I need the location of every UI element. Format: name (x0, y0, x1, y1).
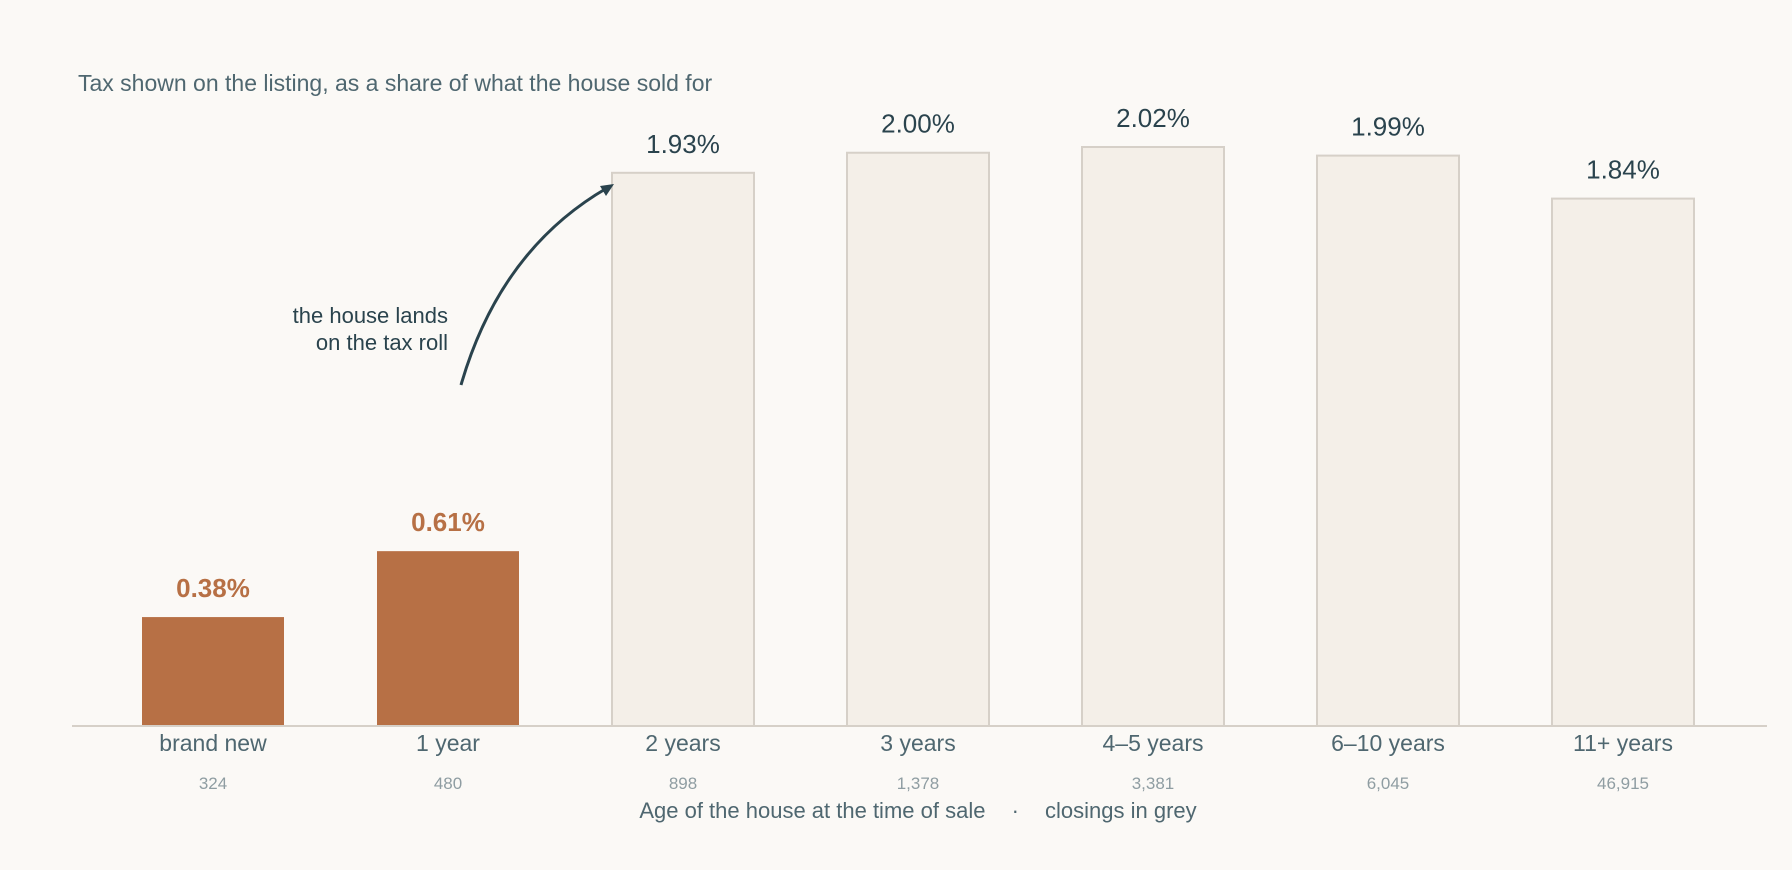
annotation-line-1: the house lands (293, 303, 448, 328)
annotation-arrow (459, 186, 608, 386)
closings-label-4-5-years: 3,381 (1132, 774, 1175, 793)
closings-label-2-years: 898 (669, 774, 697, 793)
x-axis-label: Age of the house at the time of sale · c… (639, 798, 1196, 823)
value-label-3-years: 2.00% (881, 109, 955, 139)
closings-label-6-10-years: 6,045 (1367, 774, 1410, 793)
value-label-4-5-years: 2.02% (1116, 103, 1190, 133)
tick-label-brand-new: brand new (159, 730, 267, 756)
closings-labels-group: 324 480 898 1,378 3,381 6,045 46,915 (199, 774, 1649, 793)
closings-label-3-years: 1,378 (897, 774, 940, 793)
bar-4-5-years (1081, 146, 1225, 727)
value-label-6-10-years: 1.99% (1351, 112, 1425, 142)
chart-title: Tax shown on the listing, as a share of … (78, 70, 712, 96)
closings-label-brand-new: 324 (199, 774, 227, 793)
bar-2-years (611, 171, 755, 727)
tick-label-2-years: 2 years (645, 730, 720, 756)
tick-label-3-years: 3 years (880, 730, 955, 756)
x-axis-title: Age of the house at the time of sale (639, 798, 985, 823)
bar-11-years (1551, 197, 1695, 727)
bar-1-year (377, 551, 519, 726)
x-axis-note: closings in grey (1045, 798, 1197, 823)
closings-label-11-years: 46,915 (1597, 774, 1649, 793)
tick-label-6-10-years: 6–10 years (1331, 730, 1445, 756)
tick-label-11-years: 11+ years (1573, 730, 1673, 756)
tick-label-4-5-years: 4–5 years (1102, 730, 1203, 756)
bars-group (142, 146, 1695, 728)
annotation-line-2: on the tax roll (316, 330, 448, 355)
annotation-arrowhead (600, 184, 614, 196)
value-label-brand-new: 0.38% (176, 573, 250, 603)
value-labels-group: 0.38% 0.61% 1.93% 2.00% 2.02% 1.99% 1.84% (176, 103, 1660, 603)
closings-label-1-year: 480 (434, 774, 462, 793)
bar-6-10-years (1316, 154, 1460, 728)
x-axis-separator: · (1012, 798, 1019, 823)
tick-label-1-year: 1 year (416, 730, 480, 756)
value-label-2-years: 1.93% (646, 129, 720, 159)
bar-brand-new (142, 617, 284, 726)
value-label-1-year: 0.61% (411, 507, 485, 537)
value-label-11-years: 1.84% (1586, 155, 1660, 185)
bar-3-years (846, 151, 990, 727)
annotation: the house lands on the tax roll (293, 184, 614, 386)
x-tick-labels-group: brand new 1 year 2 years 3 years 4–5 years 6–… (159, 730, 1673, 756)
